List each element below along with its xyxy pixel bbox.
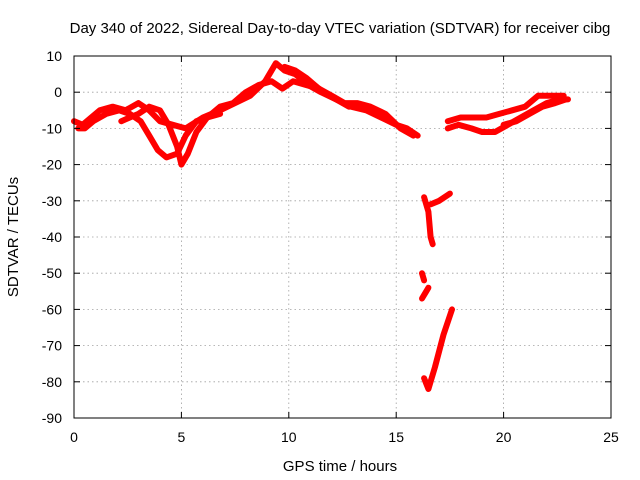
x-tick-label: 20: [496, 429, 512, 445]
y-axis-label: SDTVAR / TECUs: [5, 177, 22, 297]
y-tick-label: -70: [42, 338, 62, 354]
y-tick-labels: 10 0 -10 -20 -30 -40 -50 -60 -70 -80 -90: [42, 48, 62, 426]
x-tick-label: 5: [178, 429, 186, 445]
y-tick-label: -50: [42, 265, 62, 281]
y-tick-label: -10: [42, 120, 62, 136]
series-arc-k: [444, 92, 567, 125]
x-axis-label: GPS time / hours: [283, 458, 397, 475]
x-tick-label: 0: [70, 429, 78, 445]
y-tick-label: -60: [42, 301, 62, 317]
y-tick-label: -20: [42, 157, 62, 173]
series-arc-i: [421, 306, 455, 392]
series-arc-l: [500, 96, 569, 128]
x-tick-label: 10: [281, 429, 297, 445]
grid: [74, 56, 611, 418]
chart-title: Day 340 of 2022, Sidereal Day-to-day VTE…: [70, 20, 611, 37]
series-arc-h: [419, 284, 432, 302]
y-tick-label: -30: [42, 193, 62, 209]
series-group: [71, 60, 571, 392]
series-arc-f: [427, 190, 453, 208]
series-arc-b: [75, 107, 224, 161]
series-arc-a: [71, 60, 421, 139]
y-tick-label: -90: [42, 410, 62, 426]
series-arc-d: [281, 63, 352, 110]
axis-ticks: [73, 55, 612, 419]
x-tick-label: 15: [388, 429, 404, 445]
series-arc-c: [118, 78, 417, 168]
x-tick-label: 25: [603, 429, 619, 445]
y-tick-label: 10: [46, 48, 62, 64]
y-tick-label: -80: [42, 374, 62, 390]
y-tick-label: 0: [54, 84, 62, 100]
x-tick-labels: 0 5 10 15 20 25: [70, 429, 619, 445]
series-arc-g: [419, 270, 428, 284]
y-tick-label: -40: [42, 229, 62, 245]
series-arc-e: [421, 194, 436, 248]
